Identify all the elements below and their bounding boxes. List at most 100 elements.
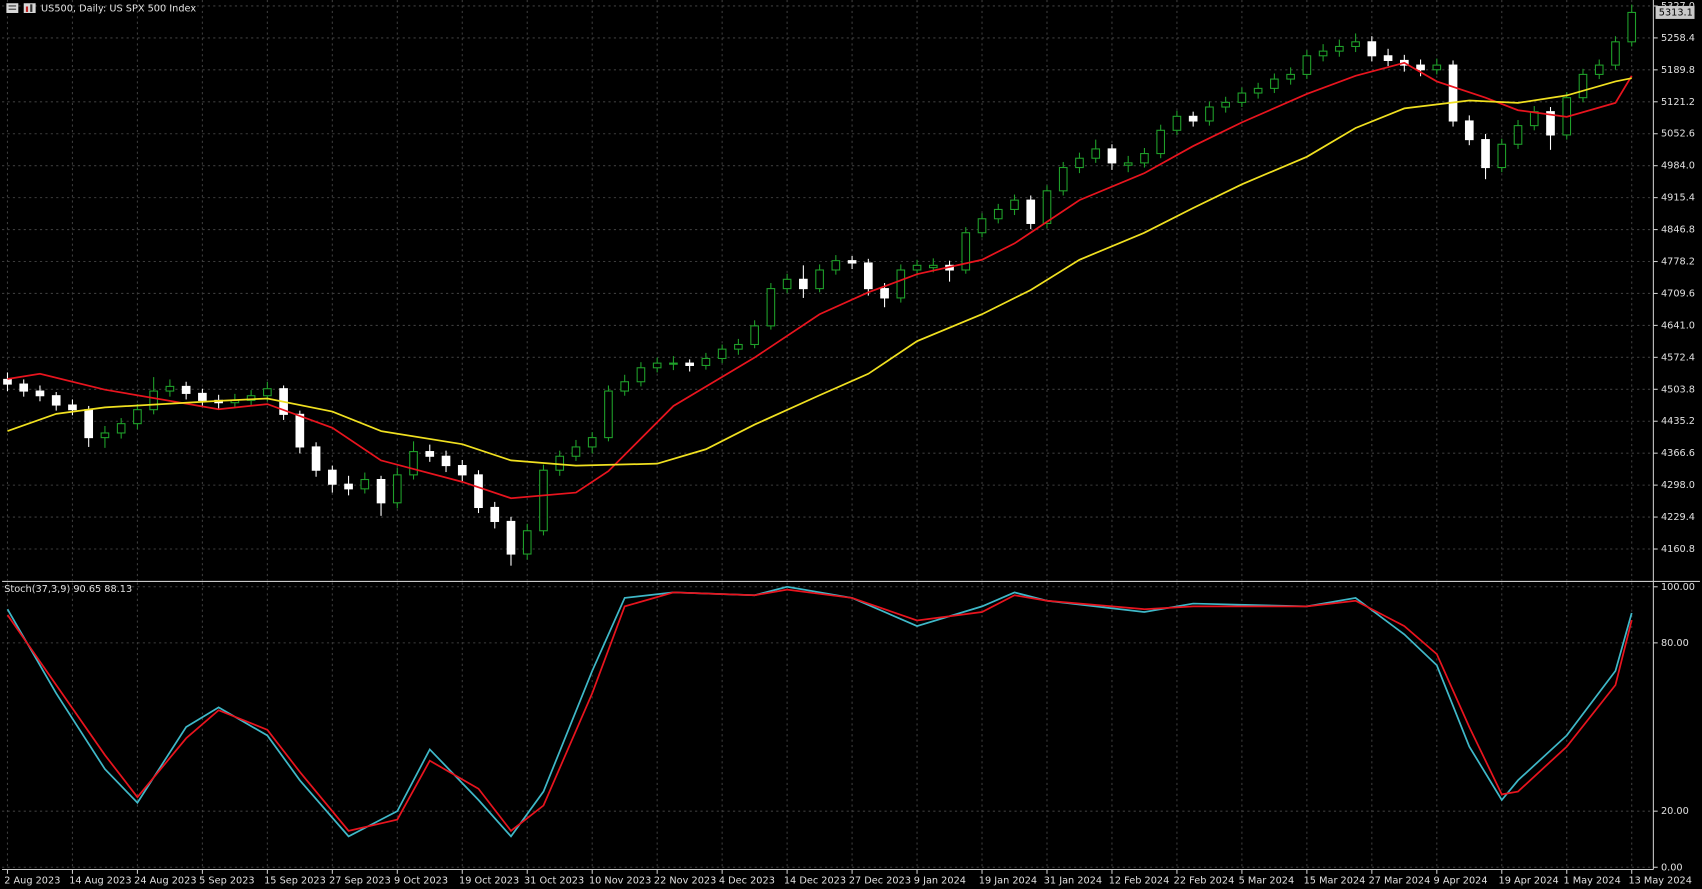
candle-body <box>490 506 500 522</box>
candle-body <box>799 278 808 290</box>
candle-body <box>1546 111 1555 136</box>
y-tick-label: 80.00 <box>1661 638 1689 649</box>
y-tick-label: 4846.8 <box>1661 225 1695 236</box>
candle-body <box>863 262 873 290</box>
candle-body <box>3 378 12 385</box>
candle-body <box>1367 41 1377 57</box>
x-tick-label: 24 Aug 2023 <box>134 875 196 886</box>
y-tick-label: 4984.0 <box>1661 161 1695 172</box>
x-tick-label: 5 Mar 2024 <box>1239 875 1295 886</box>
y-tick-label: 5052.6 <box>1661 129 1695 140</box>
candle-body <box>928 264 938 269</box>
candle-body <box>425 451 435 457</box>
candle-body <box>376 478 386 504</box>
x-tick-label: 22 Nov 2023 <box>654 875 716 886</box>
candle-body <box>1107 148 1117 164</box>
candle-body <box>539 469 548 532</box>
candle-body <box>1156 129 1166 155</box>
x-tick-label: 15 Mar 2024 <box>1304 875 1366 886</box>
candle-body <box>441 455 451 467</box>
candle-body <box>165 385 175 392</box>
header-title: US500, Daily: US SPX 500 Index <box>41 4 196 15</box>
candle-body <box>506 520 516 555</box>
x-tick-label: 1 May 2024 <box>1563 875 1620 886</box>
x-tick-label: 9 Apr 2024 <box>1434 875 1488 886</box>
icon-bar <box>25 6 29 12</box>
x-tick-label: 12 Feb 2024 <box>1109 875 1170 886</box>
x-tick-label: 15 Sep 2023 <box>264 875 326 886</box>
candle-body <box>35 390 45 397</box>
indicator-line <box>6 585 1633 838</box>
candle-body <box>1253 87 1263 94</box>
candle-body <box>1318 50 1328 57</box>
candle-body <box>327 469 337 485</box>
candle-body <box>181 385 191 394</box>
candle-body <box>831 260 841 271</box>
candle-body <box>734 343 743 350</box>
stoch-title: Stoch(37,3,9) 90.65 88.13 <box>4 584 132 595</box>
candle-body <box>880 288 889 299</box>
candle-body <box>1075 157 1084 169</box>
x-tick-label: 9 Jan 2024 <box>914 875 966 886</box>
x-tick-label: 19 Oct 2023 <box>459 875 519 886</box>
candle-body <box>360 478 370 490</box>
candle-body <box>1351 41 1360 48</box>
candle-body <box>522 530 532 555</box>
y-tick-label: 4229.4 <box>1661 512 1695 523</box>
x-tick-label: 2 Aug 2023 <box>4 875 60 886</box>
candle-body <box>766 288 776 327</box>
y-tick-label: 4503.8 <box>1661 384 1695 395</box>
icon-chart <box>23 3 36 13</box>
candle-body <box>1594 64 1604 75</box>
candle-body <box>1432 64 1442 71</box>
candle-body <box>669 362 678 365</box>
candle-body <box>847 260 857 264</box>
x-tick-label: 5 Sep 2023 <box>199 875 255 886</box>
last-price-label: 5313.1 <box>1659 7 1693 18</box>
candle-body <box>344 483 353 490</box>
y-tick-label: 4709.6 <box>1661 288 1695 299</box>
y-tick-label: 4366.6 <box>1661 448 1695 459</box>
candle-body <box>1172 115 1182 131</box>
candle-body <box>1497 143 1507 169</box>
y-tick-label: 20.00 <box>1661 806 1689 817</box>
candle-body <box>1513 125 1523 145</box>
x-tick-label: 27 Mar 2024 <box>1369 875 1431 886</box>
candle-body <box>1335 45 1344 52</box>
candle-body <box>993 208 1003 220</box>
y-tick-label: 5189.8 <box>1661 65 1695 76</box>
candle-body <box>1010 199 1019 210</box>
x-tick-label: 14 Aug 2023 <box>69 875 131 886</box>
x-tick-label: 31 Oct 2023 <box>524 875 584 886</box>
candle-body <box>1286 73 1295 80</box>
candle-body <box>1042 190 1052 224</box>
candle-body <box>604 390 613 439</box>
candle-body <box>457 465 467 476</box>
candle-body <box>1123 162 1133 166</box>
x-tick-label: 22 Feb 2024 <box>1174 875 1235 886</box>
icon-menu <box>6 3 19 13</box>
icon-bar <box>30 4 33 12</box>
candle-body <box>263 388 272 397</box>
candle-body <box>1091 148 1101 159</box>
candle-body <box>1205 106 1214 122</box>
y-tick-label: 4641.0 <box>1661 320 1695 331</box>
candle-body <box>474 474 483 509</box>
indicator-line <box>6 588 1633 833</box>
y-tick-label: 5258.4 <box>1661 33 1695 44</box>
x-tick-label: 31 Jan 2024 <box>1044 875 1102 886</box>
candle-body <box>1578 73 1588 99</box>
candle-body <box>717 348 727 360</box>
candle-body <box>896 269 906 299</box>
candle-body <box>1627 11 1637 43</box>
y-tick-label: 100.00 <box>1661 582 1695 593</box>
x-tick-label: 13 May 2024 <box>1628 875 1691 886</box>
candle-body <box>1237 92 1247 103</box>
y-tick-label: 5121.2 <box>1661 97 1695 108</box>
candle-body <box>198 392 207 401</box>
candle-body <box>1383 55 1393 61</box>
candle-body <box>1611 41 1620 66</box>
candle-body <box>1270 78 1279 89</box>
candle-body <box>701 357 711 366</box>
